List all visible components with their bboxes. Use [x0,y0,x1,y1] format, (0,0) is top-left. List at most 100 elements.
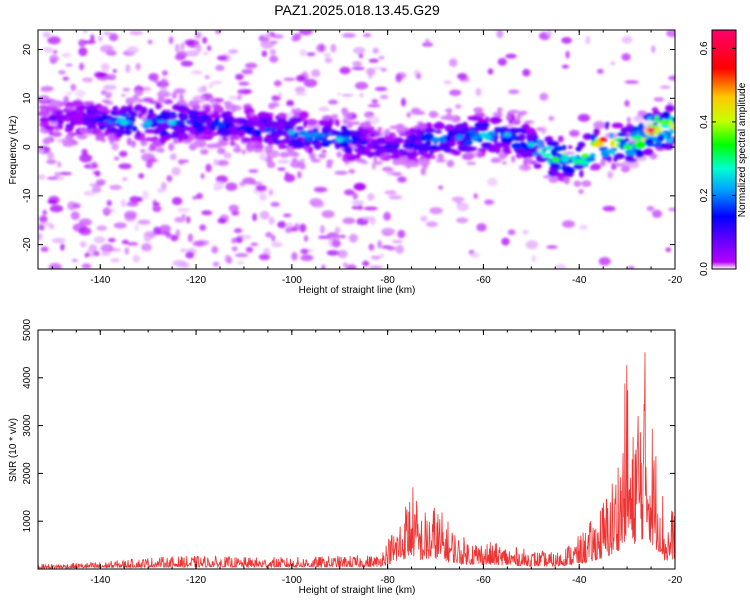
heatmap-cell [172,138,179,144]
heatmap-cell [192,196,198,200]
heatmap-cell [463,136,472,142]
heatmap-cell [317,235,329,239]
heatmap-cell [634,149,642,153]
heatmap-cell [321,115,334,120]
heatmap-cell [379,94,389,100]
heatmap-cell [235,236,243,244]
heatmap-cell [146,112,156,119]
heatmap-cell [496,30,504,39]
heatmap-cell [38,111,49,117]
heatmap-cell [546,140,558,147]
heatmap-cell [293,111,299,118]
heatmap-cell [86,122,93,127]
heatmap-cell [624,100,630,107]
heatmap-cell [160,122,171,130]
heatmap-cell [134,223,139,232]
heatmap-cell [473,107,484,114]
heatmap-cell [62,76,69,81]
heatmap-cell [161,70,168,76]
heatmap-cell [620,165,631,173]
heatmap-cell [176,50,188,60]
heatmap-cell [395,245,405,254]
heatmap-cell [319,44,324,52]
heatmap-cell [215,64,225,71]
heatmap-cell [79,218,92,226]
heatmap-cell [79,62,85,71]
heatmap-cell [201,210,213,216]
heatmap-cell [221,137,229,141]
heatmap-cell [47,199,57,204]
heatmap-cell [577,141,586,148]
heatmap-cell [93,250,100,257]
heatmap-cell [444,124,455,132]
heatmap-cell [215,175,228,184]
heatmap-cell [498,152,507,160]
heatmap-cell [353,47,366,54]
heatmap-cell [607,171,614,179]
heatmap-cell [43,125,56,130]
heatmap-cell [137,196,143,202]
heatmap-cell [666,30,675,38]
heatmap-cell [373,156,378,163]
x-tick-label: -20 [668,275,683,286]
heatmap-cell [277,112,288,119]
heatmap-cell [359,121,372,128]
heatmap-peak [263,127,272,133]
heatmap-cell [200,136,213,141]
x-tick-label: -60 [476,275,491,286]
heatmap-cell [360,133,368,138]
heatmap-cell [294,92,308,96]
heatmap-cell [621,35,633,44]
y-tick-label: 5000 [22,318,33,341]
heatmap-cell [106,74,117,81]
heatmap-cell [230,129,239,137]
heatmap-cell [347,121,353,129]
heatmap-cell [46,176,58,180]
heatmap-cell [103,84,117,91]
heatmap-cell [269,49,277,56]
heatmap-cell [342,33,356,38]
heatmap-cell [54,125,59,131]
heatmap-cell [414,110,426,115]
heatmap-cell [94,170,101,177]
heatmap-cell [434,113,439,117]
heatmap-cell [129,30,144,36]
heatmap-cell [381,227,395,236]
y-tick-label: 10 [22,92,33,104]
heatmap-cell [291,251,298,261]
y-tick-label: 4000 [22,366,33,389]
heatmap-cell [199,224,207,231]
heatmap-cell [47,36,61,45]
heatmap-cell [449,89,462,96]
heatmap-cell [97,35,103,42]
heatmap-cell [92,123,97,130]
heatmap-cell [62,141,75,147]
heatmap-cell [213,158,219,166]
heatmap-cell [342,217,356,225]
heatmap-cell [303,140,312,147]
heatmap-cell [88,128,94,133]
heatmap-cell [268,102,280,108]
heatmap-cell [426,221,438,228]
heatmap-cell [652,143,659,147]
heatmap-cell [277,221,287,229]
heatmap-cell [466,161,477,165]
heatmap-cell [438,142,451,151]
y-tick-label: 1000 [22,510,33,533]
heatmap-cell [459,130,466,135]
heatmap-cell [78,39,86,47]
heatmap-cell [199,148,209,155]
heatmap-cell [166,114,178,119]
heatmap-cell [366,151,374,158]
heatmap-cell [50,131,62,138]
heatmap-cell [420,167,426,176]
heatmap-cell [399,148,404,155]
heatmap-cell [165,232,172,239]
heatmap-cell [120,93,126,97]
heatmap-cell [71,258,78,263]
heatmap-cell [161,91,170,97]
heatmap-cell [318,153,327,159]
heatmap-cell [326,162,333,169]
x-tick-label: -120 [186,575,206,586]
heatmap-cell [395,123,405,132]
